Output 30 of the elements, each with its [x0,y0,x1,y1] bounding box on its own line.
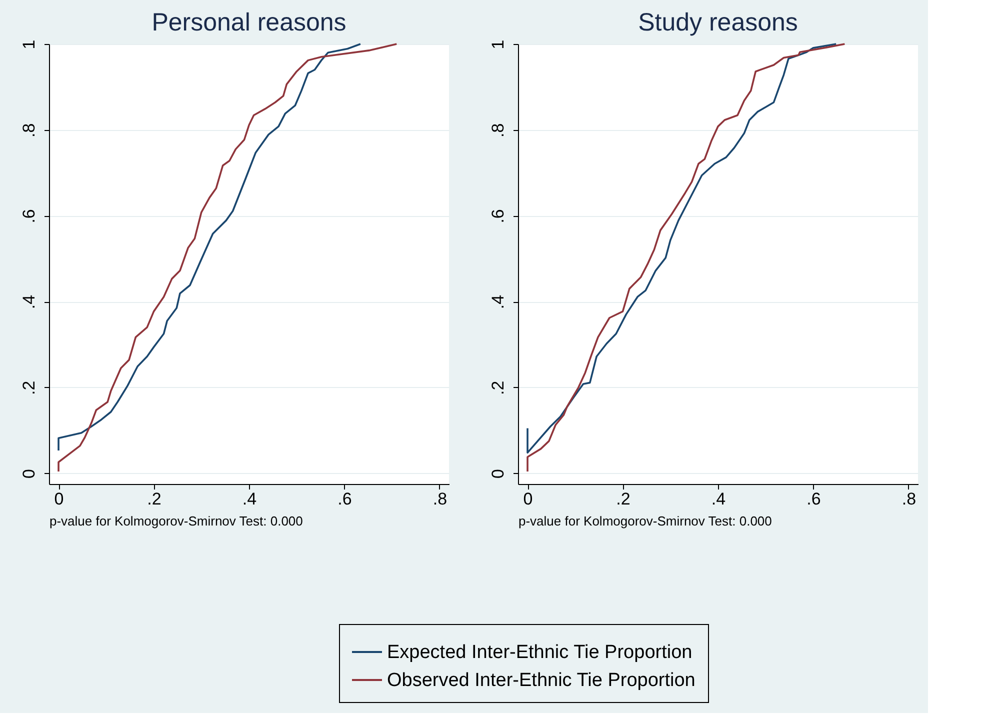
x-tick-label: .8 [902,490,916,508]
y-tick-label: .8 [488,123,508,138]
x-tick-label: .4 [711,490,726,508]
y-tick-label: 0 [20,469,38,479]
y-tick-label: .6 [20,209,38,224]
x-tick-label: .4 [242,490,257,508]
chart-title: Personal reasons [152,8,346,36]
y-tick-label: 1 [488,40,508,50]
x-tick-label: 0 [523,490,533,508]
y-tick-label: .4 [20,294,38,310]
y-tick-label: .2 [488,380,508,396]
y-tick-label: 0 [488,469,508,479]
y-tick-label: .2 [20,380,38,396]
y-tick-label: .6 [488,209,508,224]
x-tick-label: .2 [147,490,162,508]
x-tick-label: .8 [432,490,448,508]
legend-label: Expected Inter-Ethnic Tie Proportion [387,642,692,663]
text: p-value for Kolmogorov-Smirnov Test: 0.000 [518,514,772,528]
y-tick-label: 1 [20,40,38,50]
x-tick-label: 0 [54,490,64,508]
y-tick-label: .4 [488,294,508,310]
x-tick-label: .2 [616,490,630,508]
text: p-value for Kolmogorov-Smirnov Test: 0.000 [50,514,303,528]
chart-title: Study reasons [638,8,798,36]
line-series [58,43,398,472]
legend-label: Observed Inter-Ethnic Tie Proportion [387,670,696,691]
x-tick-label: .6 [338,490,352,508]
line-series [58,43,362,452]
x-tick-label: .6 [806,490,821,508]
y-tick-label: .8 [20,123,38,138]
